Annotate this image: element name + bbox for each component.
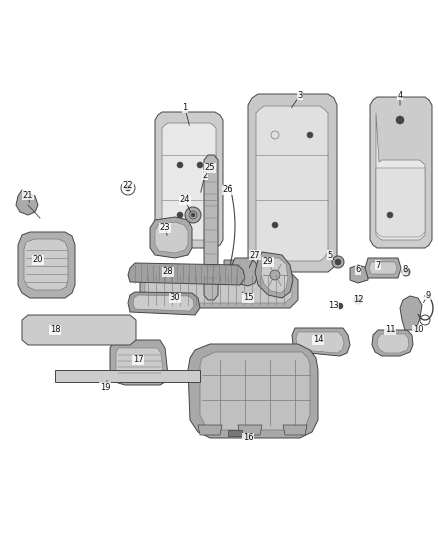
Text: 22: 22 bbox=[123, 181, 133, 190]
Text: 9: 9 bbox=[425, 290, 431, 300]
Text: 15: 15 bbox=[243, 294, 253, 303]
Text: 12: 12 bbox=[353, 295, 363, 304]
Text: 13: 13 bbox=[328, 301, 338, 310]
Polygon shape bbox=[224, 260, 240, 278]
Polygon shape bbox=[155, 222, 188, 253]
Polygon shape bbox=[370, 97, 432, 248]
Text: 25: 25 bbox=[205, 164, 215, 173]
Polygon shape bbox=[140, 272, 298, 308]
Text: 5: 5 bbox=[327, 251, 332, 260]
Text: 1: 1 bbox=[182, 103, 187, 112]
Text: 16: 16 bbox=[243, 433, 253, 442]
Text: 19: 19 bbox=[100, 383, 110, 392]
Text: 29: 29 bbox=[263, 257, 273, 266]
Polygon shape bbox=[18, 232, 75, 298]
Circle shape bbox=[185, 207, 201, 223]
Text: 24: 24 bbox=[180, 196, 190, 205]
Polygon shape bbox=[128, 292, 200, 315]
Polygon shape bbox=[200, 352, 310, 430]
Polygon shape bbox=[110, 340, 168, 385]
Text: 21: 21 bbox=[23, 190, 33, 199]
Text: 20: 20 bbox=[33, 255, 43, 264]
Polygon shape bbox=[283, 425, 307, 435]
Circle shape bbox=[337, 303, 343, 309]
Polygon shape bbox=[238, 425, 262, 435]
Polygon shape bbox=[133, 295, 194, 311]
Circle shape bbox=[177, 162, 183, 168]
Text: 18: 18 bbox=[49, 326, 60, 335]
Text: 11: 11 bbox=[385, 326, 395, 335]
Polygon shape bbox=[162, 123, 216, 240]
Polygon shape bbox=[116, 348, 163, 380]
Text: 26: 26 bbox=[223, 185, 233, 195]
Polygon shape bbox=[256, 106, 328, 261]
Polygon shape bbox=[376, 113, 425, 240]
Circle shape bbox=[402, 268, 410, 276]
Polygon shape bbox=[248, 94, 337, 272]
Text: 6: 6 bbox=[355, 265, 360, 274]
Text: 2: 2 bbox=[202, 171, 208, 180]
Polygon shape bbox=[400, 296, 422, 330]
Circle shape bbox=[356, 298, 360, 302]
Text: 10: 10 bbox=[413, 326, 423, 335]
Circle shape bbox=[272, 222, 278, 228]
Circle shape bbox=[387, 212, 393, 218]
Polygon shape bbox=[255, 252, 293, 298]
Polygon shape bbox=[198, 425, 222, 435]
Polygon shape bbox=[55, 370, 200, 382]
Polygon shape bbox=[150, 217, 192, 258]
Polygon shape bbox=[350, 265, 368, 283]
Polygon shape bbox=[372, 330, 413, 356]
Polygon shape bbox=[365, 258, 401, 278]
Polygon shape bbox=[22, 315, 136, 345]
Text: 28: 28 bbox=[162, 268, 173, 277]
Polygon shape bbox=[155, 112, 223, 248]
Polygon shape bbox=[128, 263, 245, 285]
Polygon shape bbox=[232, 258, 258, 286]
Text: 27: 27 bbox=[250, 251, 260, 260]
Polygon shape bbox=[377, 334, 409, 353]
Circle shape bbox=[191, 213, 195, 217]
Polygon shape bbox=[204, 155, 218, 300]
Text: 4: 4 bbox=[397, 91, 403, 100]
Polygon shape bbox=[296, 332, 344, 353]
Text: 17: 17 bbox=[133, 356, 143, 365]
Text: 3: 3 bbox=[297, 91, 303, 100]
Polygon shape bbox=[16, 190, 38, 215]
Polygon shape bbox=[261, 258, 288, 293]
Circle shape bbox=[332, 256, 344, 268]
Text: 30: 30 bbox=[170, 294, 180, 303]
Polygon shape bbox=[376, 168, 425, 237]
Polygon shape bbox=[228, 430, 242, 436]
Text: 14: 14 bbox=[313, 335, 323, 344]
Polygon shape bbox=[292, 328, 350, 356]
Text: 8: 8 bbox=[403, 265, 408, 274]
Circle shape bbox=[307, 132, 313, 138]
Polygon shape bbox=[145, 277, 292, 303]
Text: 23: 23 bbox=[160, 223, 170, 232]
Polygon shape bbox=[188, 344, 318, 438]
Circle shape bbox=[197, 162, 203, 168]
Circle shape bbox=[335, 259, 341, 265]
Polygon shape bbox=[24, 239, 68, 290]
Circle shape bbox=[125, 185, 131, 191]
Polygon shape bbox=[369, 262, 397, 274]
Circle shape bbox=[404, 270, 408, 274]
Circle shape bbox=[396, 116, 404, 124]
Circle shape bbox=[270, 270, 280, 280]
Circle shape bbox=[177, 212, 183, 218]
Text: 7: 7 bbox=[375, 261, 381, 270]
